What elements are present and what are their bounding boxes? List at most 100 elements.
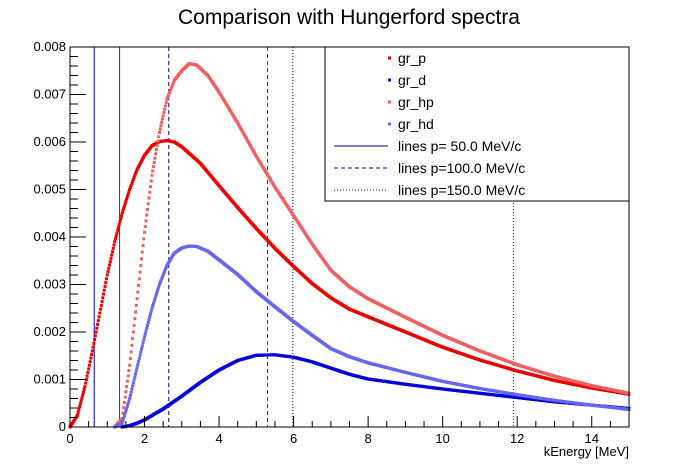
point-gr_p xyxy=(129,184,133,188)
point-gr_hp xyxy=(128,357,132,361)
point-gr_p xyxy=(132,176,136,180)
point-gr_hd xyxy=(125,406,129,410)
legend-marker xyxy=(388,122,391,126)
point-gr_hd xyxy=(148,312,152,316)
point-gr_hp xyxy=(151,165,155,169)
point-gr_hp xyxy=(148,190,152,194)
point-gr_p xyxy=(90,349,94,353)
point-gr_hp xyxy=(156,139,160,143)
point-gr_hp xyxy=(162,111,166,115)
point-gr_hp xyxy=(161,114,165,118)
point-gr_hp xyxy=(152,160,156,164)
point-gr_hp xyxy=(123,395,127,399)
point-gr_hd xyxy=(134,369,138,373)
point-gr_p xyxy=(102,292,106,296)
point-gr_p xyxy=(109,256,113,260)
point-gr_hd xyxy=(163,267,167,271)
point-gr_hp xyxy=(141,244,145,248)
point-gr_hd xyxy=(148,315,152,319)
point-gr_hp xyxy=(157,131,161,134)
point-gr_hp xyxy=(136,290,140,294)
point-gr_hp xyxy=(145,213,149,217)
point-gr_p xyxy=(125,197,129,201)
point-gr_hp xyxy=(132,323,136,327)
point-gr_hp xyxy=(169,86,173,90)
point-gr_hp xyxy=(137,283,141,287)
point-gr_p xyxy=(93,334,97,338)
legend-marker xyxy=(388,56,391,60)
point-gr_p xyxy=(88,360,92,364)
point-gr_p xyxy=(99,303,103,307)
point-gr_p xyxy=(82,387,86,391)
point-gr_hp xyxy=(167,92,171,96)
point-gr_p xyxy=(92,341,96,345)
point-gr_p xyxy=(110,250,114,254)
point-gr_hp xyxy=(142,237,146,241)
legend-box xyxy=(324,46,630,202)
point-gr_hp xyxy=(134,310,138,314)
point-gr_hd xyxy=(145,326,149,330)
point-gr_hp xyxy=(157,135,161,139)
point-gr_p xyxy=(113,240,117,244)
point-gr_hp xyxy=(135,297,139,301)
point-gr_hd xyxy=(140,344,144,348)
point-gr_hp xyxy=(125,385,129,389)
point-gr_hd xyxy=(120,421,124,425)
point-gr_p xyxy=(130,182,134,186)
point-gr_hd xyxy=(131,381,135,385)
point-gr_p xyxy=(111,246,115,250)
point-gr_hp xyxy=(144,219,148,223)
point-gr_hp xyxy=(130,343,134,347)
y-tick-label: 0.002 xyxy=(33,324,66,339)
point-gr_hp xyxy=(151,169,155,173)
point-gr_hd xyxy=(133,375,137,379)
point-gr_hp xyxy=(138,270,142,274)
point-gr_hd xyxy=(140,347,144,351)
point-gr_hp xyxy=(165,97,169,101)
point-gr_hp xyxy=(170,84,174,88)
point-gr_p xyxy=(119,214,123,218)
point-gr_p xyxy=(123,202,127,206)
point-gr_p xyxy=(85,374,89,378)
point-gr_hd xyxy=(138,353,142,357)
point-gr_p xyxy=(113,237,117,241)
point-gr_p xyxy=(87,367,91,371)
y-tick-label: 0.005 xyxy=(33,182,66,197)
point-gr_hd xyxy=(137,356,141,360)
x-tick-label: 4 xyxy=(215,431,222,446)
point-gr_hd xyxy=(143,332,147,336)
point-gr_p xyxy=(120,211,124,215)
point-gr_p xyxy=(80,396,84,400)
point-gr_p xyxy=(131,178,135,182)
legend-label: lines p= 50.0 MeV/c xyxy=(398,138,521,154)
point-gr_hp xyxy=(129,350,133,354)
point-gr_hd xyxy=(132,378,136,382)
point-gr_hp xyxy=(169,88,173,92)
point-gr_hp xyxy=(164,101,168,105)
point-gr_hd xyxy=(125,404,129,408)
point-gr_hd xyxy=(158,281,162,285)
point-gr_p xyxy=(134,172,138,176)
point-gr_hd xyxy=(141,341,145,345)
point-gr_p xyxy=(128,186,132,190)
legend-marker xyxy=(388,78,391,82)
point-gr_p xyxy=(75,413,79,417)
point-gr_p xyxy=(90,353,94,357)
point-gr_hp xyxy=(124,390,128,394)
point-gr_hd xyxy=(134,372,138,376)
point-gr_p xyxy=(105,277,109,281)
point-gr_p xyxy=(119,217,123,221)
point-gr_p xyxy=(83,385,87,389)
axes: 0 2 4 6 8 10 12 14 0 0.001 0.002 0.003 0.004 0.005 0.0… xyxy=(33,39,630,446)
point-gr_hp xyxy=(149,179,153,183)
point-gr_p xyxy=(81,393,85,397)
point-gr_p xyxy=(76,410,80,414)
point-gr_hp xyxy=(143,230,147,234)
point-gr_hd xyxy=(122,416,126,420)
point-gr_hd xyxy=(156,287,160,291)
point-gr_hp xyxy=(128,363,132,367)
point-gr_p xyxy=(108,263,112,267)
point-gr_hp xyxy=(160,121,164,125)
